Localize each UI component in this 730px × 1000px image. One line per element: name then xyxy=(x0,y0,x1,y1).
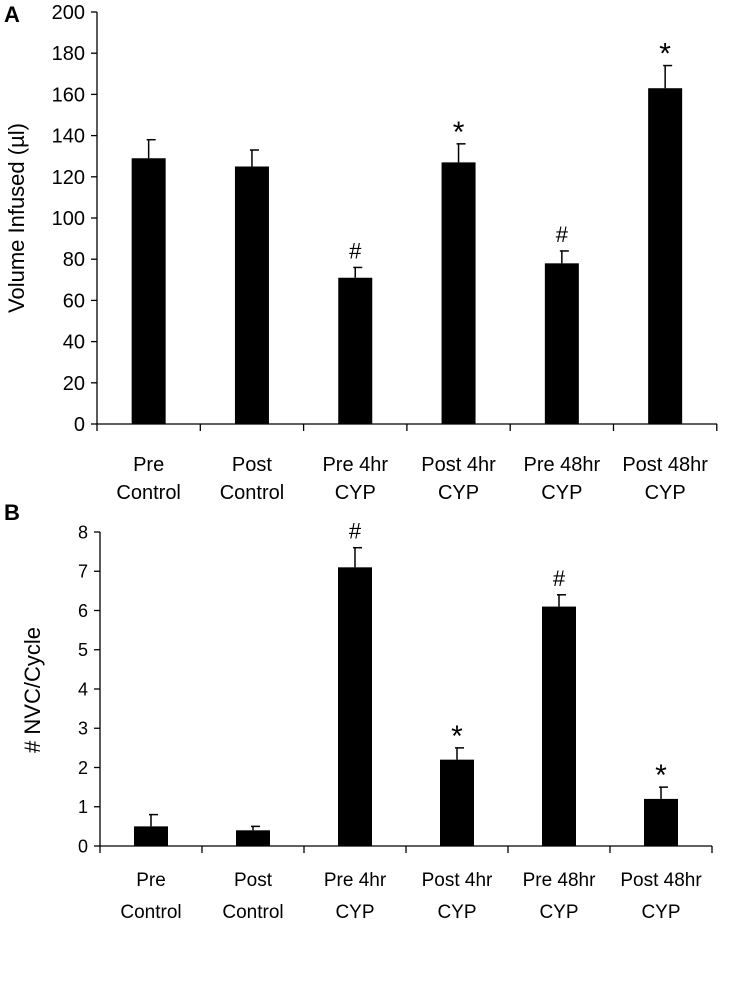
chart-panel-B: B 0 1 2 3 4 5 6 7 8 # NVC/Cycle Pre Control Post Contr… xyxy=(4,500,713,923)
bar xyxy=(648,88,683,424)
x-tick-label: Control xyxy=(120,902,181,923)
bar xyxy=(440,759,474,846)
y-tick-label: 1 xyxy=(78,797,88,817)
y-tick-label: 7 xyxy=(78,562,88,582)
bar xyxy=(234,166,269,424)
x-tick-label: Post 48hr xyxy=(622,454,708,476)
y-tick-label: 0 xyxy=(78,836,88,856)
y-tick-label: 2 xyxy=(78,758,88,778)
panel-label: A xyxy=(4,2,20,27)
bar xyxy=(338,277,373,424)
significance-mark: * xyxy=(655,759,667,792)
bar xyxy=(338,567,372,846)
bar xyxy=(441,162,476,424)
x-tick-label: Pre 48hr xyxy=(523,870,597,891)
bar xyxy=(131,158,166,424)
chart-panel-A: A 0 20 40 60 80 100 120 140 160 180 200 Volume Infus… xyxy=(4,2,718,504)
significance-mark: # xyxy=(556,222,569,247)
significance-mark: # xyxy=(349,238,362,263)
bar xyxy=(644,798,678,846)
bar xyxy=(544,263,579,424)
x-tick-label: CYP xyxy=(335,482,376,504)
y-tick-label: 140 xyxy=(52,126,85,148)
x-tick-label: Pre xyxy=(136,870,166,891)
y-tick-label: 20 xyxy=(63,373,85,395)
y-tick-label: 200 xyxy=(52,2,85,24)
y-tick-label: 160 xyxy=(52,84,85,106)
x-tick-label: Post xyxy=(232,454,272,476)
x-tick-label: Control xyxy=(220,482,284,504)
x-tick-label: Post 4hr xyxy=(421,454,496,476)
y-tick-label: 6 xyxy=(78,601,88,621)
x-tick-label: Control xyxy=(222,902,283,923)
x-tick-label: Pre 4hr xyxy=(324,870,387,891)
y-tick-label: 40 xyxy=(63,332,85,354)
significance-mark: # xyxy=(553,566,566,591)
y-tick-label: 8 xyxy=(78,522,88,542)
y-axis-label: # NVC/Cycle xyxy=(20,627,45,753)
y-tick-label: 80 xyxy=(63,249,85,271)
significance-mark: * xyxy=(659,38,671,71)
y-tick-label: 0 xyxy=(74,414,85,436)
x-tick-label: Post 4hr xyxy=(422,870,493,891)
x-tick-label: CYP xyxy=(541,482,582,504)
significance-mark: * xyxy=(453,116,465,149)
y-tick-label: 180 xyxy=(52,43,85,65)
bar xyxy=(236,830,270,846)
y-axis-label: Volume Infused (µl) xyxy=(4,123,29,313)
significance-mark: * xyxy=(451,720,463,753)
bar xyxy=(134,826,168,846)
x-tick-label: Pre xyxy=(133,454,164,476)
significance-mark: # xyxy=(349,519,362,544)
y-tick-label: 60 xyxy=(63,290,85,312)
y-tick-label: 4 xyxy=(78,679,88,699)
y-tick-label: 3 xyxy=(78,719,88,739)
panel-label: B xyxy=(4,500,20,525)
y-tick-label: 5 xyxy=(78,640,88,660)
bar xyxy=(542,606,576,846)
x-tick-label: Control xyxy=(116,482,180,504)
x-tick-label: Pre 4hr xyxy=(322,454,388,476)
x-tick-label: CYP xyxy=(437,902,476,923)
y-tick-label: 120 xyxy=(52,167,85,189)
x-tick-label: CYP xyxy=(539,902,578,923)
x-tick-label: CYP xyxy=(641,902,680,923)
y-tick-label: 100 xyxy=(52,208,85,230)
x-tick-label: Pre 48hr xyxy=(523,454,600,476)
x-tick-label: CYP xyxy=(645,482,686,504)
x-tick-label: Post 48hr xyxy=(620,870,702,891)
x-tick-label: CYP xyxy=(335,902,374,923)
x-tick-label: CYP xyxy=(438,482,479,504)
x-tick-label: Post xyxy=(234,870,273,891)
